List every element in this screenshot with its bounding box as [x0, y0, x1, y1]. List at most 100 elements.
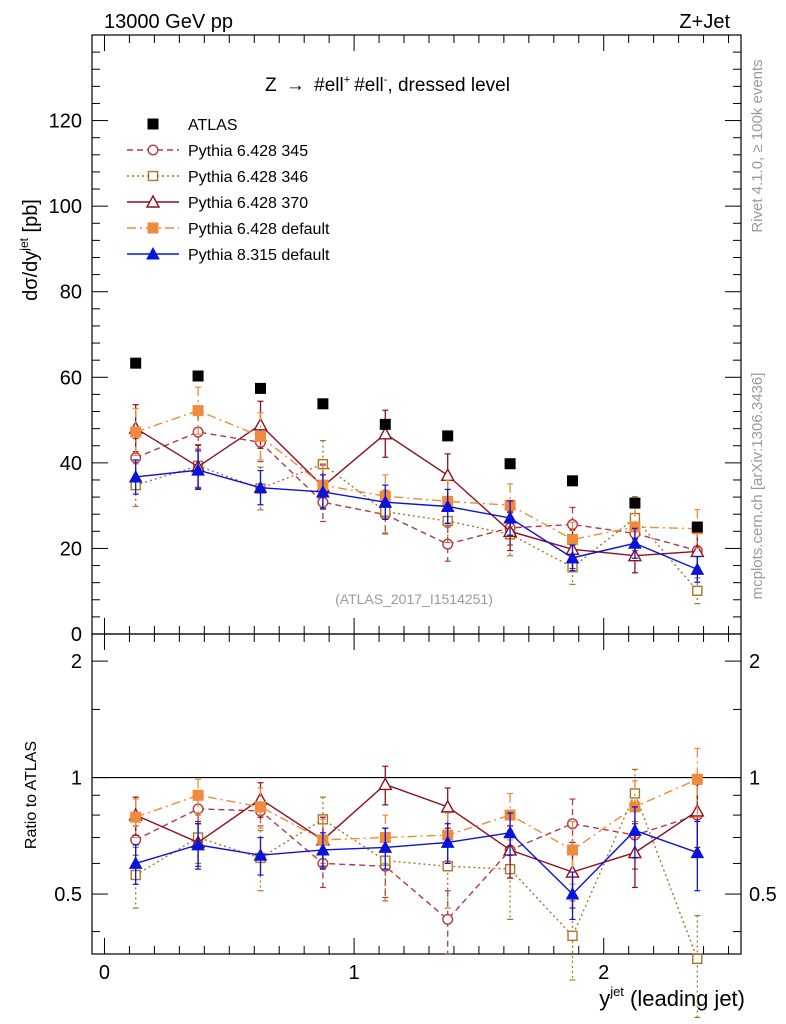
main-data-point [567, 475, 579, 487]
main-data-point [442, 430, 454, 442]
y-tick-label: 60 [60, 367, 82, 389]
main-data-point [567, 533, 579, 545]
main-series-line [135, 423, 698, 557]
ratio-data-point [565, 887, 580, 900]
y-tick-label: 80 [60, 282, 82, 304]
main-data-point [440, 499, 455, 512]
main-data-point [378, 495, 393, 508]
ratio-y-tick-label-right: 1 [749, 768, 760, 790]
main-data-point [128, 469, 143, 483]
ratio-data-point [378, 776, 393, 791]
legend-item-5: Pythia 8.315 default [127, 246, 330, 264]
main-data-point [317, 398, 329, 410]
x-tick-label: 2 [598, 962, 609, 984]
ratio-series-line [135, 829, 698, 896]
ratio-data-point [316, 842, 330, 856]
ratio-series-5 [128, 806, 705, 921]
main-data-point [192, 405, 204, 417]
ratio-data-point [192, 789, 204, 801]
main-data-point [379, 418, 391, 430]
legend-item-0: ATLAS [147, 117, 238, 134]
ratio-series-line [135, 808, 698, 921]
main-data-point [628, 536, 642, 549]
legend-marker [147, 170, 159, 182]
y-tick-label: 40 [60, 453, 82, 475]
ratio-data-point [691, 773, 703, 785]
main-data-point [191, 463, 205, 476]
main-data-point [629, 497, 641, 509]
ratio-data-point [567, 844, 579, 856]
title-sup1: + [344, 74, 350, 86]
ratio-data-point [690, 845, 705, 859]
main-series-line [135, 469, 698, 571]
y-label-suffix: [pb] [20, 199, 42, 238]
legend-marker [147, 118, 159, 130]
ratio-data-point [440, 799, 455, 813]
y-tick-label: 0 [71, 624, 82, 646]
main-data-point [192, 370, 204, 382]
main-data-point [253, 480, 268, 494]
title-suffix: , dressed level [387, 75, 510, 96]
rivet-side-label: Rivet 4.1.0, ≥ 100k events [749, 59, 766, 232]
main-data-point [316, 484, 330, 498]
main-data-point [378, 426, 393, 440]
ratio-y-tick-label-right: 2 [749, 651, 760, 673]
legend-label: Pythia 6.428 default [188, 221, 330, 238]
legend-item-4: Pythia 6.428 default [127, 221, 330, 238]
main-series-line [135, 463, 698, 592]
ratio-data-point [567, 930, 578, 942]
main-series-5 [128, 450, 705, 583]
y-tick-label: 100 [49, 196, 82, 218]
ratio-y-tick-label-right: 0.5 [749, 884, 777, 906]
title-sup2: - [384, 74, 388, 86]
ratio-data-point [692, 953, 703, 965]
plot-title: Z → #ell+ #ell-, dressed level [265, 74, 510, 96]
y-label-main: dσ/dy [20, 251, 42, 301]
ratio-plot-frame [91, 633, 742, 955]
legend-label: Pythia 8.315 default [188, 247, 330, 264]
header-left-label: 13000 GeV pp [104, 11, 233, 33]
ratio-data-point [254, 801, 266, 813]
y-tick-label: 120 [49, 111, 82, 133]
x-label-sup: jet [609, 984, 624, 999]
ratio-data-point [128, 856, 143, 869]
main-data-point [130, 426, 142, 438]
ratio-series-3 [128, 765, 705, 909]
main-data-point [442, 538, 454, 550]
ratio-data-point [378, 840, 393, 853]
ratio-data-point [442, 913, 454, 925]
y-label-sup: jet [17, 237, 31, 251]
x-label-main: y [599, 986, 610, 1011]
ratio-series-line [135, 791, 698, 960]
x-label-suffix: (leading jet) [624, 986, 745, 1011]
ratio-series-4 [130, 747, 703, 885]
legend-item-2: Pythia 6.428 346 [127, 169, 308, 186]
main-series-1 [130, 414, 703, 569]
y-axis-label: dσ/dyjet [pb] [17, 199, 42, 301]
ratio-y-axis-label: Ratio to ATLAS [23, 741, 40, 849]
main-data-point [690, 562, 705, 575]
title-arrow: → [286, 75, 305, 96]
ratio-series-1 [130, 783, 703, 955]
main-data-point [503, 511, 517, 524]
mcplots-side-label: mcplots.cern.ch [arXiv:1306.3436] [749, 373, 766, 600]
ratio-data-point [191, 837, 205, 851]
ratio-series-layer [128, 747, 705, 1019]
main-data-point [440, 467, 455, 481]
main-data-point [254, 430, 266, 442]
legend-label: Pythia 6.428 370 [188, 195, 308, 212]
legend-item-1: Pythia 6.428 345 [127, 143, 308, 160]
legend-label: ATLAS [188, 117, 238, 134]
main-data-point [565, 550, 580, 564]
main-series-line [135, 431, 698, 552]
legend-marker [147, 144, 159, 156]
legend-marker [146, 246, 160, 260]
title-lep2: #ell [354, 75, 384, 96]
ratio-data-point [503, 825, 517, 839]
y-tick-label: 20 [60, 538, 82, 560]
ratio-y-tick-label: 1 [71, 768, 82, 790]
plot-frames [91, 34, 742, 955]
ratio-series-line [135, 778, 698, 851]
